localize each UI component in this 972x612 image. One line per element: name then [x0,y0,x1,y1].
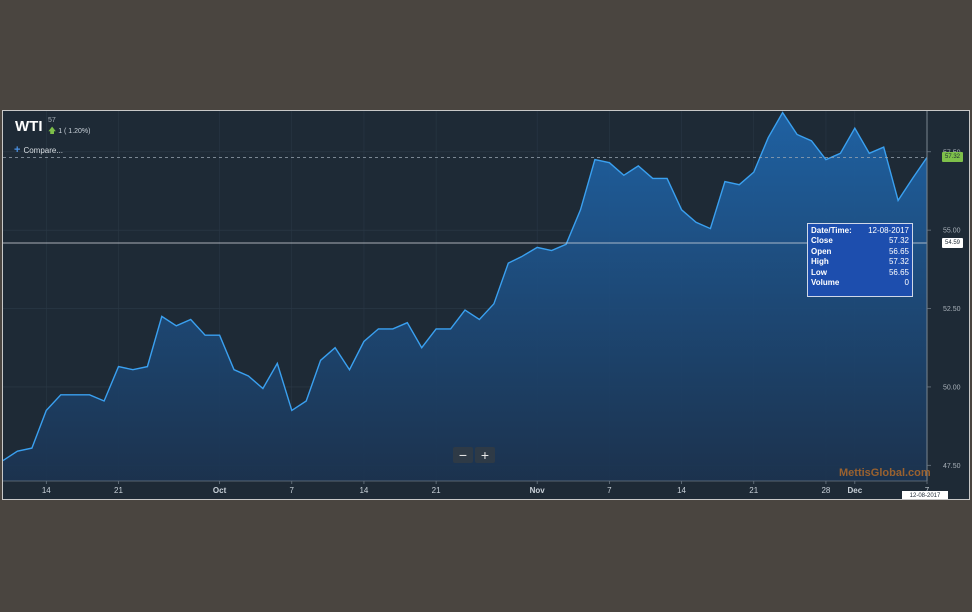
watermark-logo: MettisGlobal.com [839,467,931,479]
price-change-text: 1 ( 1.20%) [58,128,91,135]
x-tick-label: Dec [847,486,862,495]
x-axis-ticks: 14 21 Oct 7 14 21 Nov 7 14 21 28 Dec 7 [42,481,930,495]
price-area [3,112,927,481]
up-arrow-icon: 🡅 [48,126,57,135]
last-price: 57 [48,117,56,124]
data-tooltip: Date/Time: 12-08-2017 Close 57.32 Open 56.6… [807,223,913,297]
x-tick-label: 21 [432,486,441,495]
y-tick-label: 50.00 [943,384,961,391]
plus-icon: + [14,144,21,156]
tooltip-row-volume: Volume 0 [811,277,909,287]
tooltip-row-high: High 57.32 [811,257,909,267]
compare-label: Compare... [23,146,64,155]
last-close-price-tag: 57.32 [942,152,964,163]
tooltip-row-low: Low 56.65 [811,267,909,277]
crosshair-price-tag: 54.59 [942,238,964,248]
zoom-in-button[interactable]: + [475,447,495,463]
price-line [3,111,928,462]
x-tick-label: 28 [821,486,830,495]
x-tick-label: Oct [213,486,227,495]
crosshair-date-tag: 12-08-2017 [902,491,948,499]
symbol-title: WTI [15,118,43,135]
x-tick-label: 21 [114,486,123,495]
tooltip-row-open: Open 56.65 [811,246,909,256]
x-tick-label: 21 [749,486,758,495]
y-tick-label: 47.50 [943,463,961,470]
x-tick-label: 7 [607,486,612,495]
x-tick-label: 7 [925,486,930,495]
y-tick-label: 52.50 [943,306,961,313]
compare-button[interactable]: + Compare... [14,144,63,156]
x-tick-label: 14 [359,486,368,495]
zoom-out-button[interactable]: − [453,447,473,463]
tooltip-row-close: Close 57.32 [811,236,909,246]
price-change: 🡅 1 ( 1.20%) [48,125,90,139]
tooltip-row-datetime: Date/Time: 12-08-2017 [811,226,909,235]
y-tick-label: 55.00 [943,228,961,235]
x-tick-label: 14 [677,486,686,495]
x-tick-label: 14 [42,486,51,495]
x-tick-label: 7 [290,486,295,495]
x-tick-label: Nov [530,486,546,495]
zoom-controls: − + [453,447,495,463]
